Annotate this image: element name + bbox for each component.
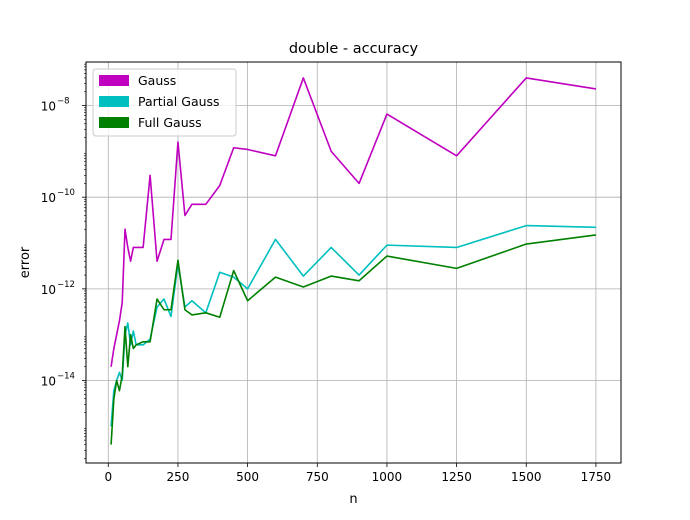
series-line-full-gauss (110, 234, 597, 445)
x-tick-label: 1500 (511, 470, 542, 484)
x-tick-label: 1250 (441, 470, 472, 484)
legend-swatch-gauss (99, 75, 129, 86)
legend: Gauss Partial Gauss Full Gauss (92, 68, 237, 137)
y-tick-exponent: −8 (57, 97, 70, 107)
x-tick-label: 250 (167, 470, 190, 484)
y-tick-label: 10 (41, 191, 56, 205)
chart-title: double - accuracy (289, 41, 419, 57)
legend-label-partial-gauss: Partial Gauss (138, 94, 220, 109)
x-tick-label: 1750 (581, 470, 612, 484)
y-tick-exponent: −14 (57, 372, 75, 382)
series-line-gauss (110, 77, 597, 367)
legend-swatch-full-gauss (99, 117, 129, 128)
y-tick-label: 10 (41, 283, 56, 297)
legend-swatch-partial-gauss (99, 96, 129, 107)
x-tick-label: 750 (306, 470, 329, 484)
y-tick-exponent: −10 (57, 188, 75, 198)
plot-frame (85, 61, 622, 464)
legend-label-full-gauss: Full Gauss (138, 115, 202, 130)
x-tick-label: 500 (236, 470, 259, 484)
x-axis-label: n (349, 492, 357, 507)
y-axis-label: error (18, 246, 33, 278)
legend-label-gauss: Gauss (138, 73, 176, 88)
series-lines (110, 77, 597, 445)
x-tick-label: 1000 (372, 470, 403, 484)
y-tick-label: 10 (41, 375, 56, 389)
x-tick-label: 0 (104, 470, 112, 484)
x-axis: 0 250 500 750 1000 1250 1500 1750 (104, 463, 611, 484)
y-tick-label: 10 (41, 100, 56, 114)
y-tick-exponent: −12 (57, 280, 75, 290)
